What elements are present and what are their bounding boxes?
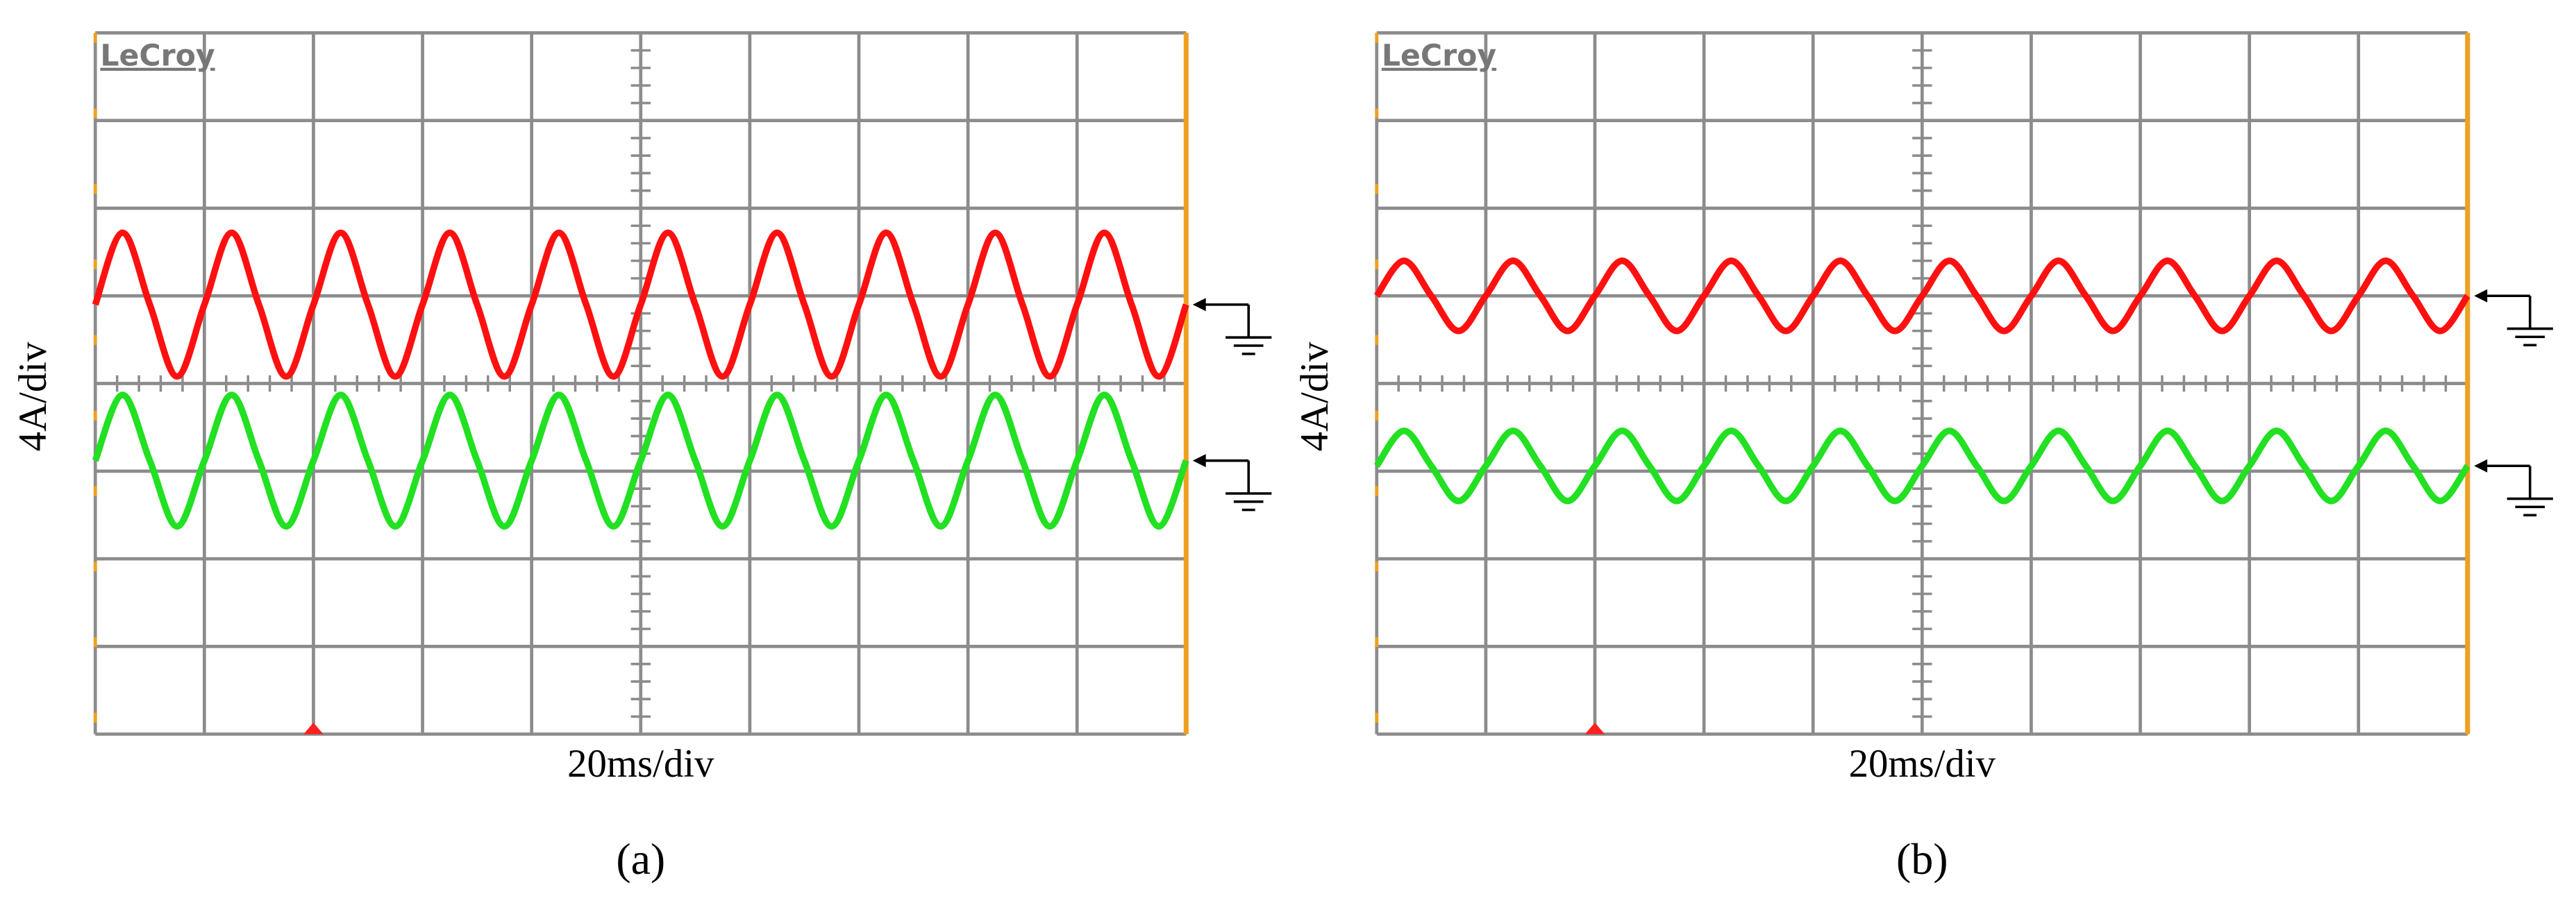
waveform [1373,428,2470,505]
trigger-marker [1584,723,1605,734]
waveform [92,391,1189,530]
waveform [1373,257,2470,335]
y-axis-label: 4A/div [11,341,55,451]
ground-arrow-head [2474,289,2488,303]
x-axis-label: 20ms/div [1849,742,1996,786]
trigger-marker [303,723,324,734]
logo: LeCroy [1382,39,1496,74]
y-axis-label: 4A/div [1293,341,1337,451]
waveform [92,229,1189,380]
logo: LeCroy [100,39,215,74]
panel-label: (b) [1896,834,1948,884]
x-axis-label: 20ms/div [567,742,714,786]
ground-arrow-head [1192,298,1206,312]
ground-arrow-head [1192,454,1206,468]
ground-arrow-head [2474,459,2488,473]
panel-label: (a) [616,834,665,884]
